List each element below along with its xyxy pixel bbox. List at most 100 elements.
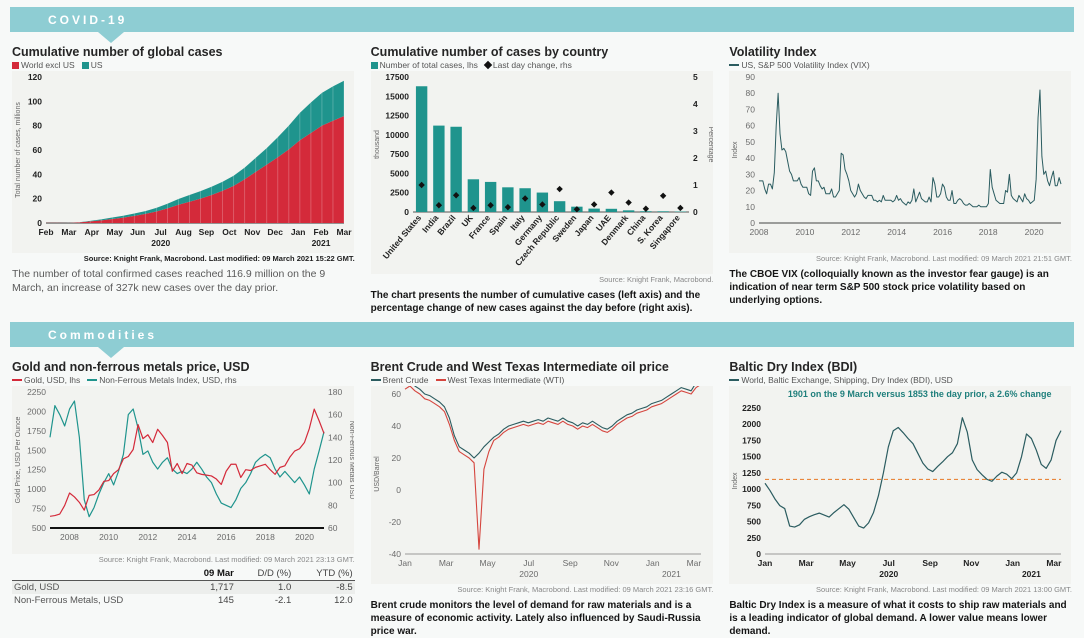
svg-text:Non-Ferrous Metals USD: Non-Ferrous Metals USD (348, 421, 354, 500)
gold-metals-chart: 5007501000125015001750200022506080100120… (12, 386, 354, 554)
svg-text:0: 0 (693, 207, 698, 217)
gold-metals-table: 09 Mar D/D (%) YTD (%) Gold, USD 1,717 1… (12, 567, 355, 607)
source-note: Source: Knight Frank, Macrobond. Last mo… (371, 585, 714, 594)
svg-text:Mar: Mar (799, 558, 815, 568)
svg-text:Percentage: Percentage (707, 127, 713, 163)
svg-text:180: 180 (328, 387, 342, 397)
svg-text:Jun: Jun (130, 227, 145, 237)
svg-text:Gold Price, USD Per Ounce: Gold Price, USD Per Ounce (15, 417, 22, 504)
svg-text:0: 0 (404, 207, 409, 217)
panel-oil-price: Brent Crude and West Texas Intermediate … (371, 359, 714, 638)
svg-text:Jan: Jan (398, 558, 412, 568)
value-dd: 1.0 (236, 581, 293, 595)
legend-label: US (91, 60, 103, 70)
chart-caption: The CBOE VIX (colloquially known as the … (729, 268, 1072, 307)
svg-text:Feb: Feb (314, 227, 329, 237)
svg-text:Oct: Oct (222, 227, 236, 237)
svg-text:Jan: Jan (646, 558, 660, 568)
table-header-blank (12, 567, 184, 581)
svg-text:Mar: Mar (1047, 558, 1063, 568)
chart-title: Cumulative number of cases by country (371, 45, 714, 59)
svg-text:May: May (479, 558, 496, 568)
svg-text:50: 50 (746, 137, 756, 147)
svg-text:30: 30 (746, 169, 756, 179)
svg-text:2020: 2020 (295, 532, 314, 542)
svg-text:thousand: thousand (374, 130, 381, 159)
svg-text:Jan: Jan (758, 558, 773, 568)
svg-text:2020: 2020 (880, 569, 899, 579)
svg-text:May: May (840, 558, 857, 568)
value-price: 1,717 (184, 581, 236, 595)
svg-text:2008: 2008 (750, 227, 769, 237)
section-pointer (98, 32, 124, 43)
legend-swatch (12, 379, 22, 381)
svg-text:2250: 2250 (742, 403, 761, 413)
legend-swatch (12, 62, 19, 69)
table-header-row: 09 Mar D/D (%) YTD (%) (12, 567, 355, 581)
legend-item: Last day change, rhs (485, 60, 572, 70)
legend-label: Last day change, rhs (493, 60, 572, 70)
svg-text:80: 80 (33, 121, 43, 131)
table-header-dd: D/D (%) (236, 567, 293, 581)
svg-text:40: 40 (33, 169, 43, 179)
chart-title: Brent Crude and West Texas Intermediate … (371, 360, 714, 374)
legend-label: West Texas Intermediate (WTI) (448, 375, 565, 385)
legend-item: World excl US (12, 60, 75, 70)
legend-label: Gold, USD, lhs (24, 375, 80, 385)
legend-item: World, Baltic Exchange, Shipping, Dry In… (729, 375, 952, 385)
covid-row: Cumulative number of global cases World … (0, 43, 1084, 315)
panel-volatility-index: Volatility Index US, S&P 500 Volatility … (729, 44, 1072, 315)
svg-text:Total number of cases, million: Total number of cases, millions (15, 102, 22, 198)
svg-text:40: 40 (746, 153, 756, 163)
svg-text:Jul: Jul (523, 558, 534, 568)
value-ytd: 12.0 (293, 594, 354, 607)
section-label: COVID-19 (48, 13, 127, 27)
panel-baltic-dry-index: Baltic Dry Index (BDI) World, Baltic Exc… (729, 359, 1072, 638)
source-note: Source: Knight Frank, Macrobond. (371, 275, 714, 284)
svg-text:15000: 15000 (385, 91, 409, 101)
cases-by-country-chart: 025005000750010000125001500017500012345t… (371, 71, 713, 274)
svg-text:-20: -20 (388, 517, 401, 527)
chart-legend: World, Baltic Exchange, Shipping, Dry In… (729, 375, 1072, 385)
svg-text:750: 750 (32, 504, 46, 514)
svg-text:100: 100 (328, 478, 342, 488)
svg-text:Sep: Sep (923, 558, 939, 568)
svg-text:Jul: Jul (883, 558, 895, 568)
legend-swatch (371, 62, 378, 69)
svg-text:20: 20 (746, 186, 756, 196)
svg-text:2014: 2014 (178, 532, 197, 542)
svg-text:60: 60 (746, 121, 756, 131)
legend-swatch (436, 379, 446, 381)
svg-text:2020: 2020 (151, 238, 170, 248)
svg-text:2000: 2000 (742, 419, 761, 429)
value-price: 145 (184, 594, 236, 607)
svg-text:Sep: Sep (562, 558, 577, 568)
svg-text:2010: 2010 (796, 227, 815, 237)
table-header-ytd: YTD (%) (293, 567, 354, 581)
bdi-annotation: 1901 on the 9 March versus 1853 the day … (769, 389, 1070, 399)
legend-label: World, Baltic Exchange, Shipping, Dry In… (741, 375, 952, 385)
svg-text:10: 10 (746, 202, 756, 212)
svg-text:0: 0 (396, 485, 401, 495)
svg-text:Jul: Jul (154, 227, 166, 237)
svg-text:Index: Index (732, 141, 739, 159)
svg-text:May: May (106, 227, 123, 237)
svg-text:120: 120 (28, 72, 42, 82)
svg-text:140: 140 (328, 432, 342, 442)
source-note: Source: Knight Frank, Macrobond. Last mo… (729, 585, 1072, 594)
svg-text:80: 80 (746, 88, 756, 98)
svg-text:Jan: Jan (1006, 558, 1021, 568)
legend-swatch (82, 62, 89, 69)
svg-text:2010: 2010 (99, 532, 118, 542)
svg-text:2018: 2018 (979, 227, 998, 237)
chart-caption: The number of total confirmed cases reac… (12, 268, 355, 295)
section-header-commodities: Commodities (10, 322, 1074, 347)
legend-item: West Texas Intermediate (WTI) (436, 375, 565, 385)
legend-item: US, S&P 500 Volatility Index (VIX) (729, 60, 869, 70)
value-ytd: -8.5 (293, 581, 354, 595)
section-pointer (98, 347, 124, 358)
svg-text:2014: 2014 (888, 227, 907, 237)
source-note: Source: Knight Frank, Macrobond. Last mo… (12, 254, 355, 263)
